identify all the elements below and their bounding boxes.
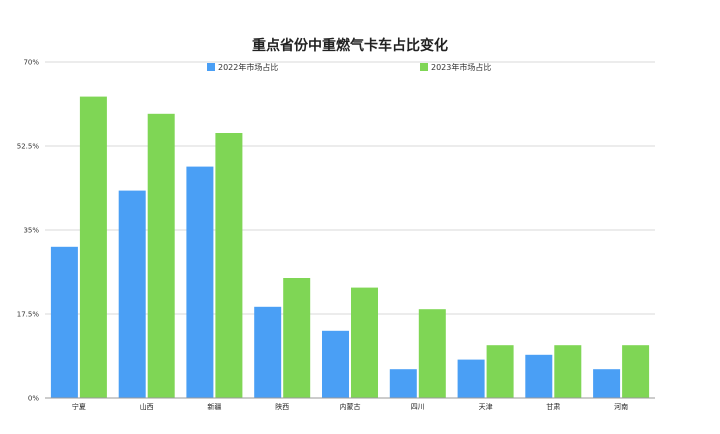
bar-2022 [457, 359, 485, 398]
x-tick-label: 甘肃 [546, 402, 560, 411]
y-axis-ticks: 0% 17.5% 35% 52.5% 70% [17, 59, 40, 403]
bar-2022 [254, 306, 282, 398]
legend-swatch-2022 [207, 63, 215, 71]
y-tick-label: 35% [23, 227, 39, 235]
chart-title: 重点省份中重燃气卡车占比变化 [252, 37, 448, 54]
legend: 2022年市场占比 2023年市场占比 [207, 62, 491, 72]
bar-2023 [283, 278, 311, 398]
bar-2023 [351, 287, 378, 398]
x-tick-label: 四川 [411, 403, 425, 411]
bar-2022 [50, 246, 78, 398]
x-tick-label: 河南 [614, 402, 628, 411]
bar-2022 [593, 369, 621, 398]
legend-swatch-2023 [420, 63, 428, 71]
bar-2023 [486, 345, 514, 398]
bar-2022 [525, 354, 553, 398]
legend-label-2022: 2022年市场占比 [218, 62, 278, 72]
x-tick-label: 宁夏 [72, 402, 86, 411]
legend-label-2023: 2023年市场占比 [431, 62, 491, 72]
bar-2022 [118, 190, 146, 398]
bar-2023 [79, 96, 107, 398]
x-axis-labels: 宁夏 山西 新疆 陕西 内蒙古 四川 天津 甘肃 河南 [72, 402, 628, 411]
bars [50, 96, 650, 399]
gridlines [45, 61, 655, 315]
bar-2023 [147, 113, 175, 399]
x-tick-label: 山西 [140, 402, 154, 411]
bar-2023 [418, 309, 446, 398]
bar-2023 [554, 345, 582, 398]
bar-2022 [186, 166, 214, 398]
x-tick-label: 天津 [479, 403, 493, 411]
bar-2022 [389, 369, 417, 398]
bar-2023 [215, 133, 243, 398]
y-tick-label: 70% [23, 59, 39, 67]
y-tick-label: 0% [28, 395, 39, 403]
bar-2022 [322, 330, 349, 398]
bar-2023 [622, 345, 650, 398]
x-tick-label: 内蒙古 [340, 402, 361, 411]
x-tick-label: 陕西 [275, 402, 289, 411]
x-tick-label: 新疆 [207, 402, 221, 411]
y-tick-label: 52.5% [17, 143, 40, 151]
y-tick-label: 17.5% [17, 311, 40, 319]
